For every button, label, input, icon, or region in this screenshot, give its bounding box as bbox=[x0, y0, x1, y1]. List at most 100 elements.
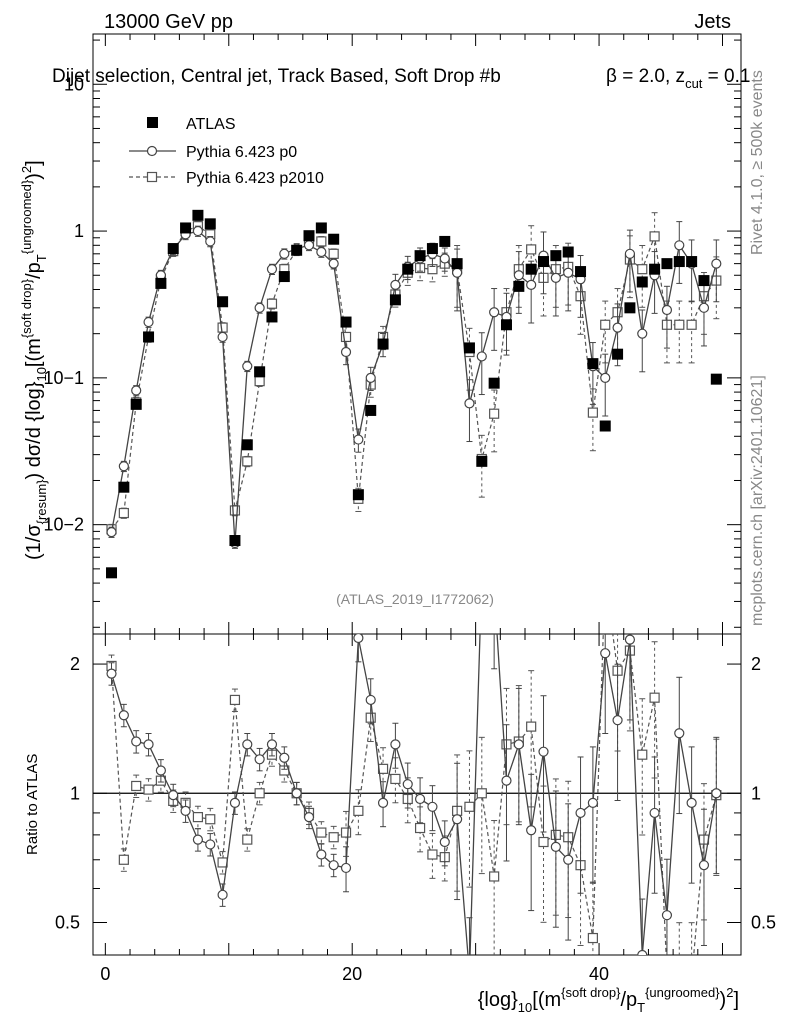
x-tick-label: 20 bbox=[342, 964, 362, 984]
p0-point bbox=[624, 248, 636, 259]
atlas-point bbox=[649, 263, 661, 275]
ratio-p0-point bbox=[550, 841, 561, 853]
atlas-point bbox=[180, 222, 192, 234]
main-data bbox=[106, 209, 722, 579]
ratio-p0-point bbox=[205, 839, 216, 850]
atlas-point bbox=[167, 243, 179, 255]
legend-atlas-marker bbox=[147, 117, 158, 128]
p0-point bbox=[637, 328, 648, 339]
p0-point bbox=[698, 302, 710, 313]
p0-point bbox=[316, 246, 327, 258]
title-params: β = 2.0, zcut = 0.1 bbox=[606, 66, 750, 91]
p2010-point bbox=[316, 236, 327, 247]
ratio-p0-point bbox=[353, 634, 364, 644]
atlas-point bbox=[204, 218, 216, 230]
y-axis-label-main: (1/σ{resum}) dσ/d {log}10[(m{soft drop}/… bbox=[19, 160, 49, 560]
ratio-p0-point bbox=[711, 788, 722, 799]
ratio-p0-point bbox=[698, 860, 710, 871]
atlas-point bbox=[636, 276, 648, 288]
mcplots-label: mcplots.cern.ch [arXiv:2401.10621] bbox=[749, 375, 766, 626]
legend-atlas-label: ATLAS bbox=[186, 116, 236, 133]
ratio-p0-point bbox=[686, 797, 697, 808]
atlas-point bbox=[525, 263, 537, 275]
ratio-p2010-point bbox=[662, 969, 671, 978]
ratio-data bbox=[93, 572, 741, 983]
atlas-point bbox=[340, 316, 352, 328]
ratio-p0-point bbox=[143, 739, 154, 750]
p2010-point bbox=[229, 505, 241, 516]
ratio-p0-point bbox=[600, 648, 611, 659]
atlas-point bbox=[538, 256, 550, 268]
legend-p0-marker bbox=[146, 145, 158, 157]
ratio-p0-point bbox=[340, 862, 352, 874]
ratio-p0-point bbox=[328, 860, 339, 871]
atlas-point bbox=[599, 420, 611, 432]
ratio-p2010-point bbox=[675, 974, 684, 983]
p2010-point bbox=[600, 319, 611, 330]
p0-point bbox=[303, 240, 315, 251]
p0-point bbox=[106, 527, 117, 538]
ratio-p0-point bbox=[242, 739, 253, 750]
ratio-p2010-point bbox=[328, 832, 339, 843]
ratio-p0-point bbox=[563, 854, 574, 865]
p0-point bbox=[612, 322, 623, 333]
p0-point bbox=[353, 434, 364, 445]
header-right: Jets bbox=[694, 11, 731, 33]
atlas-point bbox=[439, 235, 451, 247]
ratio-p2010-point bbox=[414, 822, 426, 834]
atlas-point bbox=[365, 404, 377, 416]
ratio-p0-point bbox=[538, 746, 549, 757]
atlas-point bbox=[698, 275, 710, 287]
p0-point bbox=[143, 316, 154, 328]
p0-point bbox=[489, 307, 500, 318]
ratio-p2010-point bbox=[340, 827, 352, 838]
atlas-point bbox=[463, 342, 475, 354]
ratio-p0-point bbox=[612, 715, 623, 726]
ratio-p0-point bbox=[118, 710, 129, 721]
p2010-point bbox=[526, 244, 537, 255]
ratio-p0-point bbox=[155, 765, 166, 776]
ratio-p2010-point bbox=[587, 932, 598, 944]
legend-p2010-marker bbox=[146, 171, 158, 183]
p0-point bbox=[365, 372, 376, 383]
atlas-point bbox=[500, 319, 512, 331]
atlas-point bbox=[192, 209, 204, 221]
atlas-point bbox=[673, 256, 685, 268]
ratio-p2010-point bbox=[254, 788, 265, 799]
ratio-p2010-point bbox=[316, 827, 327, 838]
axis-ticks bbox=[93, 34, 741, 955]
ratio-p2010-point bbox=[476, 788, 487, 799]
atlas-point bbox=[130, 398, 142, 410]
atlas-point bbox=[686, 256, 698, 268]
ratio-p2010-point bbox=[601, 572, 610, 581]
ratio-p0-point bbox=[674, 728, 685, 739]
p0-point bbox=[526, 279, 537, 290]
ratio-p2010-point bbox=[242, 834, 253, 845]
ratio-p2010-point bbox=[205, 814, 216, 825]
atlas-point bbox=[575, 266, 587, 278]
ratio-p0-point bbox=[316, 849, 327, 860]
atlas-point bbox=[303, 230, 315, 242]
ratio-p0-point bbox=[427, 801, 438, 812]
ratio-p2010-point bbox=[538, 836, 549, 848]
ratio-p0-point bbox=[131, 736, 142, 747]
ratio-y-tick-label: 1 bbox=[70, 783, 80, 803]
atlas-point bbox=[118, 481, 130, 493]
p0-point bbox=[390, 279, 401, 290]
atlas-point bbox=[550, 250, 562, 262]
ratio-p2010-point bbox=[353, 805, 364, 816]
atlas-point bbox=[278, 271, 290, 283]
ratio-p0-point bbox=[303, 812, 315, 823]
p2010-point bbox=[242, 456, 253, 467]
ratio-p0-line bbox=[110, 634, 717, 955]
y-tick-label-main: 10−2 bbox=[43, 515, 84, 535]
atlas-point bbox=[451, 258, 463, 270]
p0-point bbox=[452, 267, 463, 278]
ratio-p0-point bbox=[279, 752, 290, 763]
x-axis-label: {log}10[(m{soft drop}/pT{ungroomed})2] bbox=[478, 985, 739, 1015]
p2010-line bbox=[111, 225, 717, 530]
atlas-point bbox=[389, 294, 401, 306]
ratio-p0-point bbox=[649, 807, 660, 819]
p0-point bbox=[254, 302, 265, 313]
